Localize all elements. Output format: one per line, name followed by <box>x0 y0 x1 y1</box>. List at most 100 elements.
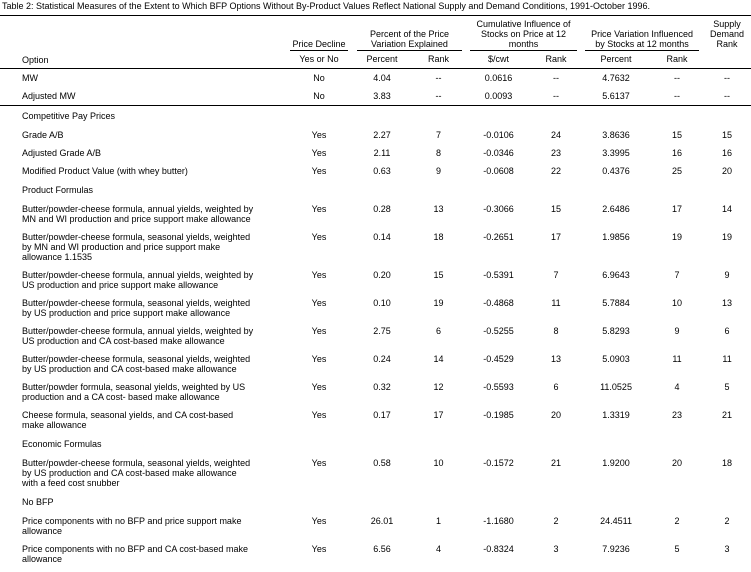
cell-value: 0.0093 <box>484 91 513 101</box>
cell-value: 0.58 <box>373 458 391 468</box>
data-row: Cheese formula, seasonal yields, and CA … <box>0 406 751 434</box>
cell-value: Yes <box>311 458 327 468</box>
cell-value: 0.28 <box>373 204 391 214</box>
cell-value: -0.4868 <box>483 298 514 308</box>
cell-value: 12 <box>433 382 444 392</box>
cell-value: 23 <box>551 148 562 158</box>
option-label: Price components with no BFP and price s… <box>22 516 242 536</box>
section-row: No BFP <box>0 492 751 512</box>
data-row: Adjusted MW No 3.83 -- 0.0093 -- 5.6137 -- -- <box>0 87 751 106</box>
cell-value: 15 <box>672 130 683 140</box>
cell-value: 5 <box>724 382 730 392</box>
sub-header: $/cwt <box>466 52 531 69</box>
cell-value: 15 <box>722 130 733 140</box>
cell-value: 21 <box>551 458 562 468</box>
cell-value: 26.01 <box>370 516 394 526</box>
sub-header: Rank <box>411 52 466 69</box>
cell-value: 13 <box>551 354 562 364</box>
cell-value: 10 <box>672 298 683 308</box>
cell-value: 7 <box>674 270 680 280</box>
cell-value: 15 <box>551 204 562 214</box>
cell-value: 2.11 <box>373 148 391 158</box>
cell-value: 5.7884 <box>602 298 630 308</box>
cell-value: 1 <box>435 516 441 526</box>
cell-value: 1.3319 <box>602 410 630 420</box>
cell-value: 13 <box>433 204 444 214</box>
sub-header: Percent <box>581 52 652 69</box>
cell-value: Yes <box>311 326 327 336</box>
cell-value: 3 <box>724 544 730 554</box>
column-header: Supply Demand Rank <box>703 16 751 69</box>
section-row: Competitive Pay Prices <box>0 105 751 126</box>
cell-value: 18 <box>433 232 444 242</box>
cell-value: 14 <box>722 204 733 214</box>
cell-value: 15 <box>433 270 444 280</box>
cell-value: 0.32 <box>373 382 391 392</box>
cell-value: -0.2651 <box>483 232 514 242</box>
sub-header: Rank <box>531 52 582 69</box>
cell-value: 23 <box>672 410 683 420</box>
cell-value: 11 <box>551 298 561 308</box>
cell-value: 3 <box>553 544 559 554</box>
table-body: MW No 4.04 -- 0.0616 -- 4.7632 -- -- Adjusted MW N… <box>0 69 751 569</box>
cell-value: 0.14 <box>373 232 391 242</box>
data-row: Grade A/B Yes 2.27 7 -0.0106 24 3.8636 15 15 <box>0 126 751 144</box>
cell-value: 0.4376 <box>602 166 630 176</box>
cell-value: Yes <box>311 232 327 242</box>
cell-value: 4.7632 <box>602 73 630 83</box>
cell-value: 0.20 <box>373 270 391 280</box>
cell-value: 24.4511 <box>600 516 632 526</box>
cell-value: -0.0608 <box>483 166 514 176</box>
sub-header: Rank <box>651 52 704 69</box>
cell-value: 9 <box>435 166 441 176</box>
section-label: Product Formulas <box>22 185 94 195</box>
cell-value: Yes <box>311 130 327 140</box>
cell-value: 9 <box>724 270 730 280</box>
column-header: Cumulative Influence of Stocks on Price … <box>470 19 578 51</box>
cell-value: 19 <box>433 298 444 308</box>
cell-value: Yes <box>311 298 327 308</box>
cell-value: 0.10 <box>373 298 391 308</box>
cell-value: 6.56 <box>373 544 391 554</box>
cell-value: 3.3995 <box>602 148 630 158</box>
option-label: Cheese formula, seasonal yields, and CA … <box>22 410 234 430</box>
section-label: Competitive Pay Prices <box>0 105 751 126</box>
cell-value: 9 <box>674 326 680 336</box>
cell-value: -0.5593 <box>483 382 514 392</box>
cell-value: 4 <box>674 382 680 392</box>
cell-value: 5.6137 <box>602 91 630 101</box>
cell-value: 16 <box>672 148 683 158</box>
data-row: Butter/powder-cheese formula, annual yie… <box>0 266 751 294</box>
cell-value: No <box>313 91 325 101</box>
data-table: Option Price Decline Percent of the Price … <box>0 16 751 568</box>
cell-value: 19 <box>722 232 733 242</box>
cell-value: 19 <box>672 232 683 242</box>
column-header: Price Variation Influenced by Stocks at … <box>585 29 700 51</box>
section-label: Economic Formulas <box>22 439 102 449</box>
section-label: No BFP <box>22 497 54 507</box>
cell-value: Yes <box>311 354 327 364</box>
section-row: Economic Formulas <box>0 434 751 454</box>
table-header: Option Price Decline Percent of the Price … <box>0 16 751 69</box>
column-header: Option <box>0 16 285 69</box>
cell-value: 3.8636 <box>602 130 630 140</box>
cell-value: Yes <box>311 382 327 392</box>
cell-value: 14 <box>433 354 444 364</box>
cell-value: 6 <box>435 326 441 336</box>
cell-value: -0.0346 <box>483 148 514 158</box>
data-row: Adjusted Grade A/B Yes 2.11 8 -0.0346 23 3.399… <box>0 144 751 162</box>
data-row: Butter/powder-cheese formula, annual yie… <box>0 322 751 350</box>
data-row: Butter/powder-cheese formula, seasonal y… <box>0 454 751 492</box>
cell-value: 17 <box>433 410 444 420</box>
cell-value: 2.75 <box>373 326 391 336</box>
sub-header: Yes or No <box>285 52 353 69</box>
cell-value: 1.9856 <box>602 232 630 242</box>
cell-value: Yes <box>311 410 327 420</box>
cell-value: 8 <box>435 148 441 158</box>
cell-value: -- <box>553 73 559 83</box>
cell-value: -0.1572 <box>483 458 514 468</box>
cell-value: 5 <box>674 544 680 554</box>
cell-value: -0.0106 <box>483 130 514 140</box>
option-label: Butter/powder-cheese formula, annual yie… <box>22 204 254 224</box>
option-label: MW <box>22 73 38 83</box>
